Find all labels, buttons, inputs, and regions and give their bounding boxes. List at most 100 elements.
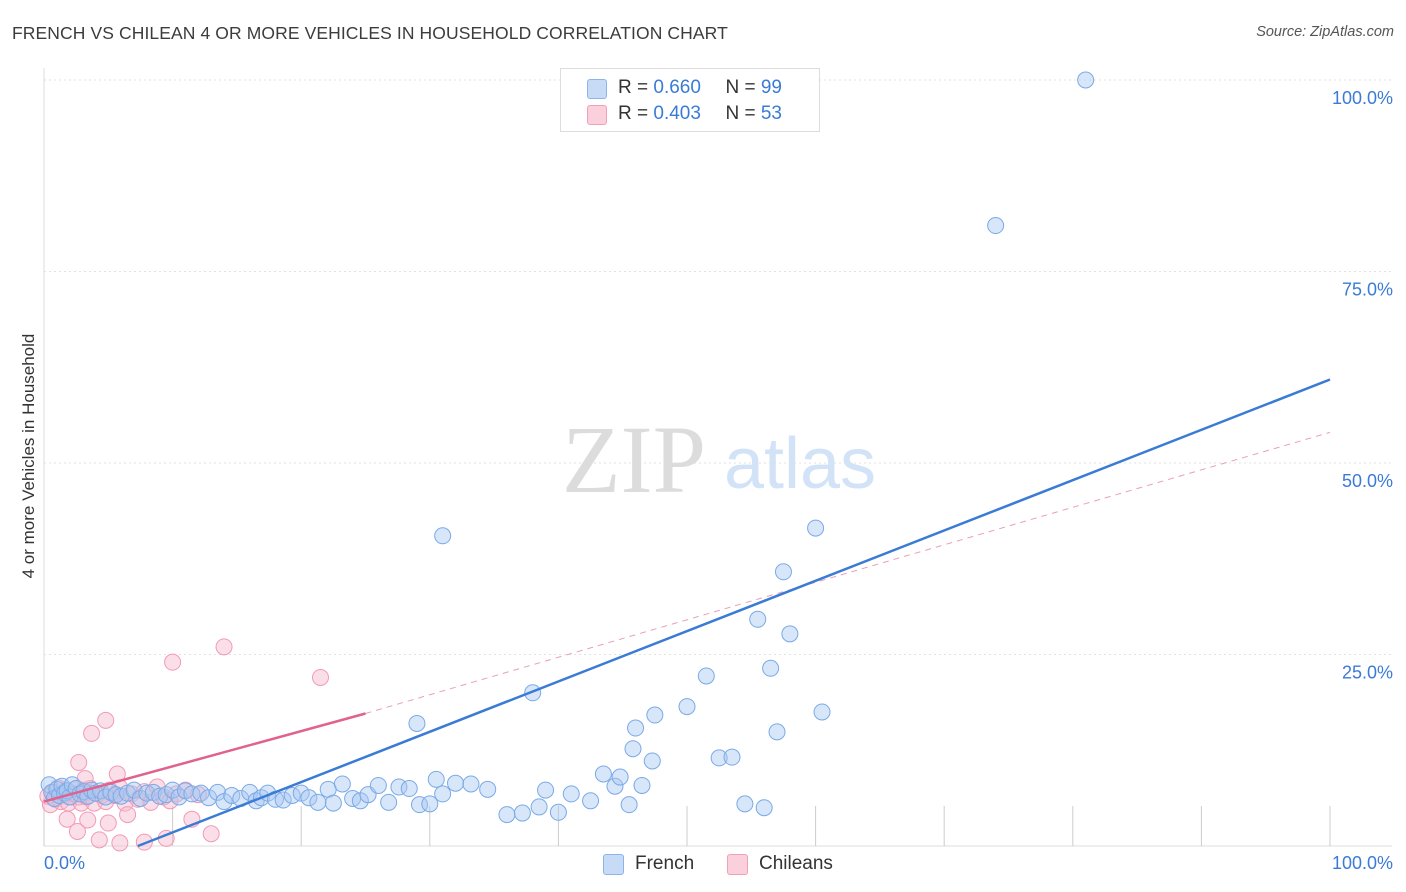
french-point bbox=[530, 798, 548, 816]
trend-lines bbox=[43, 378, 1331, 848]
french-n-label: N = bbox=[725, 77, 761, 98]
french-point bbox=[462, 775, 480, 793]
french-swatch bbox=[587, 79, 607, 99]
french-point bbox=[434, 785, 452, 803]
french-point bbox=[324, 794, 342, 812]
chileans-point bbox=[58, 810, 76, 828]
chileans-point bbox=[68, 822, 86, 840]
chileans-point bbox=[79, 811, 97, 829]
french-point bbox=[170, 788, 188, 806]
stats-legend: R = 0.660 N = 99 R = 0.403 N = 53 bbox=[560, 68, 820, 132]
french-r-label: R = bbox=[618, 77, 654, 98]
french-point bbox=[807, 519, 825, 537]
french-point bbox=[611, 768, 629, 786]
chileans-trend-line bbox=[43, 712, 366, 803]
french-trend-line bbox=[137, 378, 1331, 848]
chileans-point bbox=[164, 653, 182, 671]
french-point bbox=[537, 781, 555, 799]
french-point bbox=[274, 791, 292, 809]
chileans-point bbox=[111, 834, 129, 852]
chileans-point bbox=[142, 793, 160, 811]
french-point bbox=[723, 748, 741, 766]
chileans-point bbox=[97, 711, 115, 729]
x-tick-label: 100.0% bbox=[1332, 853, 1393, 873]
french-point bbox=[447, 774, 465, 792]
x-tick-label: 0.0% bbox=[44, 853, 85, 873]
french-point bbox=[624, 740, 642, 758]
chileans-series bbox=[39, 638, 329, 852]
chileans-legend-swatch bbox=[727, 854, 748, 875]
chileans-point bbox=[90, 831, 108, 849]
y-axis-label: 4 or more Vehicles in Household bbox=[19, 333, 38, 579]
chileans-point bbox=[215, 638, 233, 656]
source-credit: Source: ZipAtlas.com bbox=[1256, 24, 1394, 40]
chileans-trend-extension bbox=[365, 431, 1331, 714]
chart-title: FRENCH VS CHILEAN 4 OR MORE VEHICLES IN … bbox=[12, 23, 728, 43]
watermark: ZIP atlas bbox=[562, 406, 876, 513]
watermark-zip: ZIP bbox=[562, 406, 706, 513]
french-point bbox=[710, 749, 728, 767]
french-point bbox=[400, 780, 418, 798]
french-legend-label: French bbox=[635, 853, 695, 874]
french-point bbox=[697, 667, 715, 685]
french-point bbox=[781, 625, 799, 643]
french-point bbox=[97, 788, 115, 806]
french-point bbox=[164, 781, 182, 799]
chileans-swatch bbox=[587, 105, 607, 125]
french-point bbox=[498, 806, 516, 824]
french-point bbox=[633, 776, 651, 794]
french-point bbox=[736, 795, 754, 813]
french-point bbox=[421, 795, 439, 813]
french-point bbox=[479, 780, 497, 798]
chileans-legend-label: Chileans bbox=[759, 853, 833, 874]
y-tick-label: 50.0% bbox=[1342, 471, 1393, 491]
french-point bbox=[749, 610, 767, 628]
french-point bbox=[1077, 71, 1095, 89]
tick-labels: 25.0% 50.0% 75.0% 100.0% 0.0% 100.0% bbox=[44, 88, 1393, 873]
chileans-point bbox=[311, 668, 329, 686]
chileans-n-label: N = bbox=[725, 103, 761, 124]
french-point bbox=[427, 770, 445, 788]
french-point bbox=[513, 804, 531, 822]
french-point bbox=[594, 765, 612, 783]
chileans-r-label: R = bbox=[618, 103, 654, 124]
chileans-point bbox=[202, 825, 220, 843]
french-point bbox=[549, 803, 567, 821]
chileans-point bbox=[189, 786, 207, 804]
chileans-point bbox=[83, 724, 101, 742]
french-point bbox=[627, 719, 645, 737]
axes bbox=[43, 68, 1392, 847]
french-point bbox=[125, 781, 143, 799]
french-point bbox=[762, 659, 780, 677]
chileans-r-value: 0.403 bbox=[653, 103, 701, 124]
french-point bbox=[562, 785, 580, 803]
french-point bbox=[987, 217, 1005, 235]
french-point bbox=[223, 786, 241, 804]
french-point bbox=[646, 706, 664, 724]
chileans-point bbox=[70, 754, 88, 772]
grid-lines bbox=[44, 79, 1392, 655]
french-point bbox=[643, 752, 661, 770]
french-point bbox=[209, 783, 227, 801]
french-point bbox=[300, 789, 318, 807]
y-tick-label: 100.0% bbox=[1332, 88, 1393, 108]
french-point bbox=[434, 527, 452, 545]
french-point bbox=[582, 792, 600, 810]
chileans-n-value: 53 bbox=[760, 103, 782, 124]
chileans-point bbox=[119, 806, 137, 824]
french-point bbox=[755, 799, 773, 817]
french-n-value: 99 bbox=[760, 77, 782, 98]
french-point bbox=[408, 714, 426, 732]
french-point bbox=[606, 777, 624, 795]
french-point bbox=[369, 776, 387, 794]
french-point bbox=[380, 793, 398, 811]
french-point bbox=[183, 785, 201, 803]
y-tick-label: 75.0% bbox=[1342, 280, 1393, 300]
chileans-point bbox=[99, 814, 117, 832]
french-point bbox=[774, 563, 792, 581]
y-tick-label: 25.0% bbox=[1342, 663, 1393, 683]
french-point bbox=[309, 793, 327, 811]
french-point bbox=[813, 703, 831, 721]
french-point bbox=[138, 784, 156, 802]
